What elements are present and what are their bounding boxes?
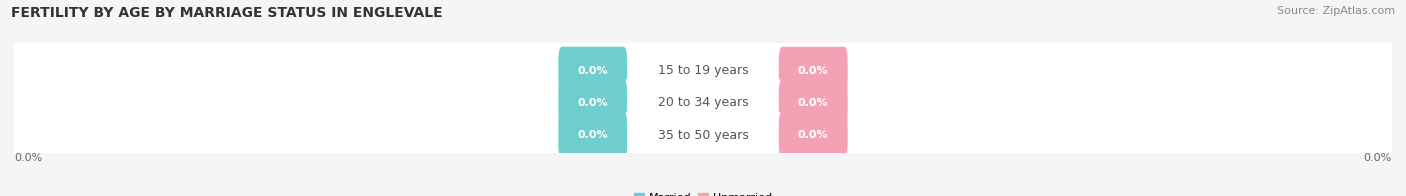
Text: 35 to 50 years: 35 to 50 years: [658, 129, 748, 142]
FancyBboxPatch shape: [558, 47, 627, 94]
Text: FERTILITY BY AGE BY MARRIAGE STATUS IN ENGLEVALE: FERTILITY BY AGE BY MARRIAGE STATUS IN E…: [11, 6, 443, 20]
Text: 0.0%: 0.0%: [578, 98, 607, 108]
Text: 20 to 34 years: 20 to 34 years: [658, 96, 748, 109]
Legend: Married, Unmarried: Married, Unmarried: [630, 188, 776, 196]
FancyBboxPatch shape: [779, 79, 848, 127]
Text: 0.0%: 0.0%: [578, 65, 607, 76]
FancyBboxPatch shape: [779, 47, 848, 94]
Text: 15 to 19 years: 15 to 19 years: [658, 64, 748, 77]
Text: 0.0%: 0.0%: [799, 130, 828, 140]
FancyBboxPatch shape: [558, 79, 627, 127]
FancyBboxPatch shape: [624, 79, 782, 127]
FancyBboxPatch shape: [11, 75, 1395, 131]
Text: Source: ZipAtlas.com: Source: ZipAtlas.com: [1277, 6, 1395, 16]
FancyBboxPatch shape: [624, 111, 782, 159]
FancyBboxPatch shape: [11, 107, 1395, 163]
FancyBboxPatch shape: [558, 111, 627, 159]
Text: 0.0%: 0.0%: [799, 65, 828, 76]
Text: 0.0%: 0.0%: [578, 130, 607, 140]
FancyBboxPatch shape: [779, 111, 848, 159]
Text: 0.0%: 0.0%: [799, 98, 828, 108]
Text: 0.0%: 0.0%: [1364, 153, 1392, 163]
FancyBboxPatch shape: [624, 47, 782, 94]
Text: 0.0%: 0.0%: [14, 153, 42, 163]
FancyBboxPatch shape: [11, 42, 1395, 99]
